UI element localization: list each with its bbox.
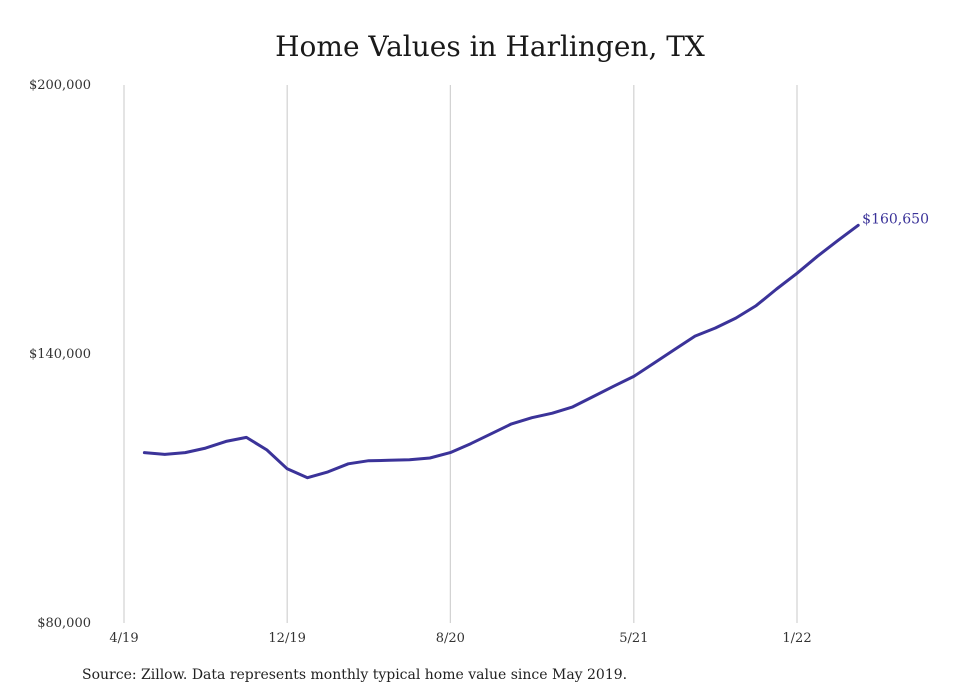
x-tick-label: 1/22 [782,631,811,646]
data-point [204,446,207,450]
data-point [693,334,697,338]
x-tick-label: 4/19 [109,631,138,646]
data-point [184,451,187,454]
data-point [387,459,391,462]
x-tick-label: 8/20 [436,631,465,646]
data-point [632,375,635,378]
data-point [755,304,758,307]
data-point [673,348,676,351]
data-point [265,448,268,452]
data-point [286,467,289,470]
data-point [408,458,411,461]
series-layer: $160,650 [142,211,929,480]
data-point [510,422,513,426]
end-value-label: $160,650 [862,211,929,227]
x-tick-label: 5/21 [619,631,648,646]
data-point [653,361,656,365]
data-point [591,395,595,398]
data-point [612,385,615,388]
data-point [347,462,350,465]
data-point [775,287,778,291]
gridlines [123,85,798,623]
data-point [143,451,146,454]
data-point [489,432,493,435]
data-point [795,272,799,275]
data-point [367,459,370,462]
data-point [857,224,860,227]
data-point [245,436,248,439]
chart-title: Home Values in Harlingen, TX [275,30,705,63]
axis-ticks: 4/19 12/19 8/20 5/21 1/22 $200,000 $140,000 $80… [29,78,812,646]
data-point [326,470,330,474]
y-tick-label: $140,000 [29,347,91,362]
data-point [734,316,737,320]
data-point [469,442,472,445]
data-point [224,440,228,443]
data-point [530,416,534,419]
data-point [306,476,309,479]
y-tick-label: $200,000 [29,78,91,93]
data-point [163,453,166,456]
data-point [449,451,452,454]
source-note: Source: Zillow. Data represents monthly … [82,667,628,683]
data-point [836,239,839,242]
data-point [816,255,819,258]
data-point [428,456,432,460]
data-point [571,405,574,409]
x-tick-label: 12/19 [268,631,305,646]
series-line-0 [142,223,860,480]
data-point [551,412,554,415]
data-point [714,326,717,330]
y-tick-label: $80,000 [37,616,91,631]
